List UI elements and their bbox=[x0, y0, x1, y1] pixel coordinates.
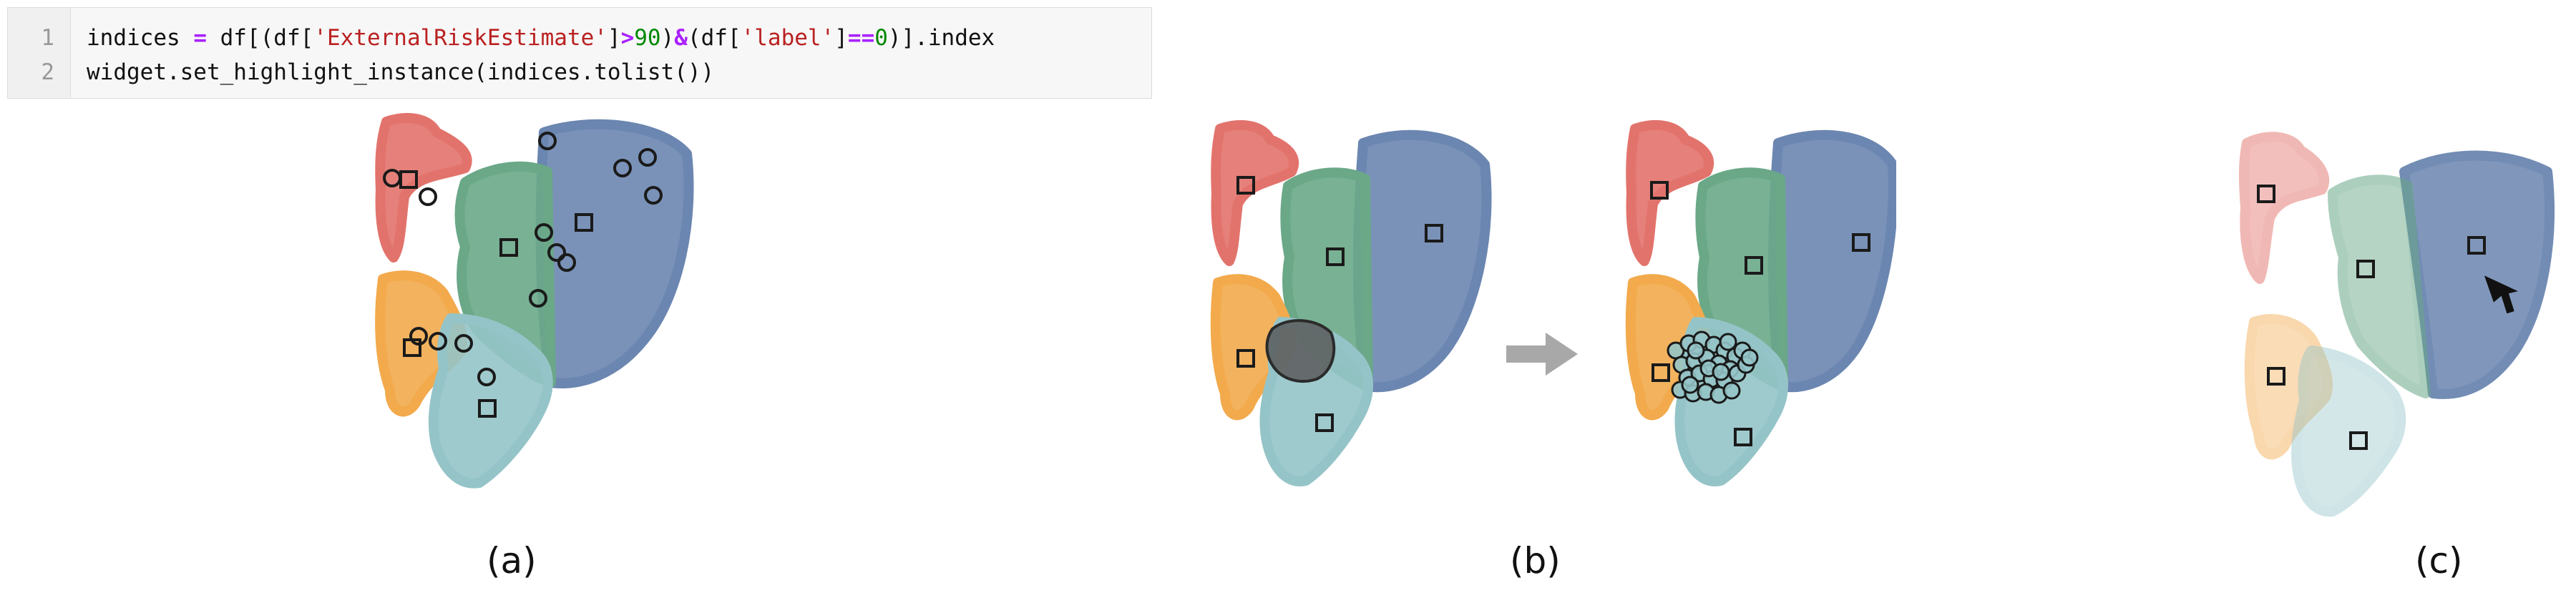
highlight-circle bbox=[1719, 333, 1737, 351]
projection-panel-a[interactable] bbox=[372, 0, 701, 504]
code-line-2[interactable]: widget.set_highlight_instance(indices.to… bbox=[87, 59, 715, 85]
line-number-gutter: 1 2 bbox=[8, 8, 71, 98]
highlight-circle bbox=[644, 186, 663, 205]
projection-panel-c[interactable] bbox=[2233, 0, 2562, 536]
representative-square bbox=[1734, 428, 1752, 446]
red-cluster bbox=[1211, 120, 1299, 266]
highlight-circle bbox=[557, 253, 576, 272]
code-cell[interactable]: 1 2 indices = df[(df['ExternalRiskEstima… bbox=[7, 7, 1152, 99]
representative-square bbox=[499, 238, 518, 257]
transition-arrow-icon bbox=[1506, 333, 1578, 376]
caption-c: (c) bbox=[2415, 540, 2463, 582]
red-cluster bbox=[375, 113, 472, 263]
representative-square bbox=[2257, 185, 2275, 203]
caption-a: (a) bbox=[487, 540, 537, 582]
representative-square bbox=[1326, 247, 1345, 266]
line-number: 2 bbox=[41, 59, 54, 85]
highlight-circle bbox=[419, 187, 437, 206]
highlight-circle bbox=[1712, 363, 1730, 381]
highlight-circle bbox=[547, 243, 566, 262]
orange-cluster bbox=[2244, 314, 2333, 460]
highlight-circle bbox=[383, 169, 401, 187]
line-number: 1 bbox=[41, 25, 54, 51]
highlight-circle bbox=[454, 334, 473, 353]
caption-b: (b) bbox=[1510, 540, 1561, 582]
representative-square bbox=[1236, 349, 1255, 368]
red-cluster bbox=[1626, 120, 1714, 266]
representative-square bbox=[1425, 224, 1443, 242]
blue-cluster bbox=[1768, 129, 1896, 393]
representative-square bbox=[1745, 256, 1763, 275]
blue-cluster bbox=[1353, 129, 1492, 393]
teal-cluster bbox=[2291, 345, 2406, 517]
highlight-circle bbox=[529, 289, 547, 308]
representative-square bbox=[1852, 233, 1870, 252]
representative-square bbox=[2267, 367, 2285, 386]
projection-panel-b-lasso[interactable] bbox=[1209, 0, 1496, 515]
representative-square bbox=[1652, 363, 1670, 382]
lasso-selection bbox=[1265, 319, 1336, 383]
code-line-1[interactable]: indices = df[(df['ExternalRiskEstimate']… bbox=[87, 25, 995, 51]
mouse-cursor-icon bbox=[2484, 275, 2518, 314]
representative-square bbox=[478, 399, 497, 418]
projection-panel-b-result[interactable] bbox=[1624, 0, 1896, 515]
green-cluster bbox=[2328, 175, 2431, 398]
highlight-circle bbox=[1681, 376, 1699, 394]
highlight-circle bbox=[1687, 341, 1705, 360]
highlight-circle bbox=[1740, 348, 1759, 367]
highlight-circle bbox=[1722, 381, 1741, 400]
highlight-circle bbox=[538, 132, 557, 150]
selected-instances bbox=[1667, 330, 1759, 404]
red-cluster bbox=[2238, 132, 2330, 284]
representative-square bbox=[575, 213, 593, 232]
representative-square bbox=[1236, 176, 1255, 195]
highlight-circle bbox=[477, 368, 496, 386]
highlight-circle bbox=[429, 332, 447, 350]
highlight-circle bbox=[409, 327, 428, 345]
highlight-circle bbox=[535, 223, 553, 242]
representative-square bbox=[1650, 181, 1669, 200]
representative-square bbox=[2356, 260, 2375, 278]
highlight-circle bbox=[613, 159, 632, 177]
representative-square bbox=[2349, 431, 2368, 450]
representative-square bbox=[1315, 413, 1334, 432]
representative-square bbox=[2467, 236, 2486, 255]
highlight-circle bbox=[638, 148, 657, 167]
